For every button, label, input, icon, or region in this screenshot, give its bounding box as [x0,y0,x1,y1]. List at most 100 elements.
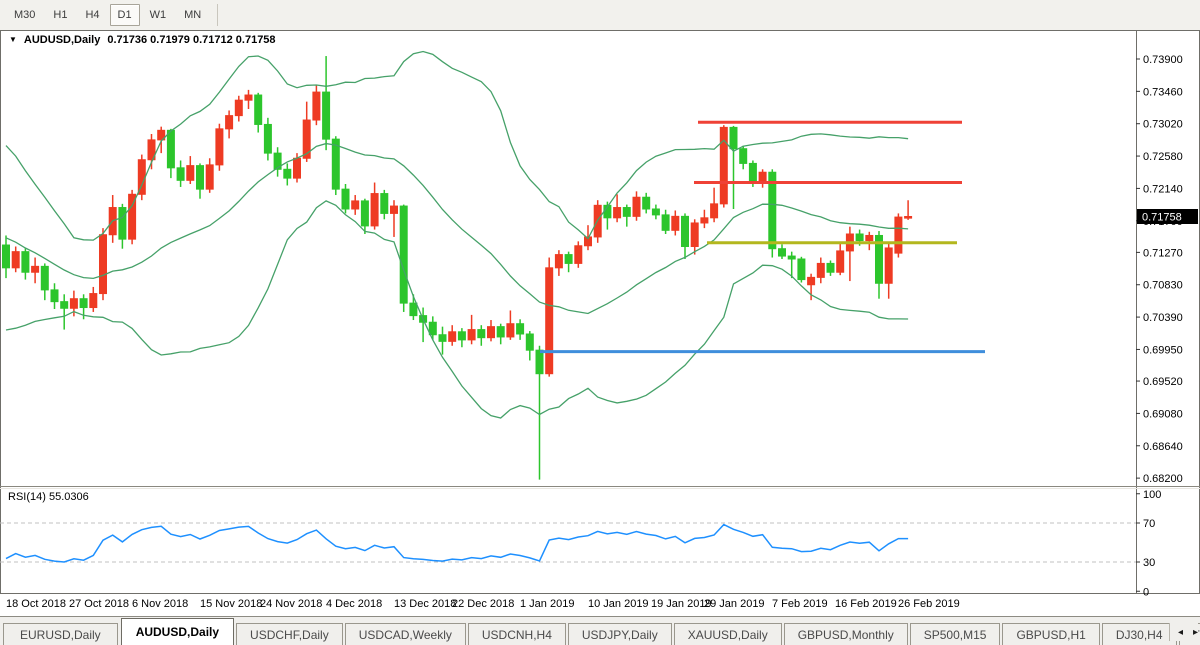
chart-tab-gbpusd-monthly[interactable]: GBPUSD,Monthly [797,627,894,642]
candle [816,257,825,284]
candle [263,117,272,161]
candle [671,210,680,236]
timeframe-button-mn[interactable]: MN [184,9,202,21]
candle [60,294,69,330]
candle [710,187,719,223]
date-axis-label: 13 Dec 2018 [394,598,456,610]
candle [729,125,738,209]
timeframe-toolbar: M30 H1 H4 D1 W1 MN [0,0,1200,30]
candle [234,95,243,122]
chart-background [0,30,1200,616]
candle [554,250,563,276]
price-axis-label: 0.70830 [1143,280,1183,292]
candle [157,126,166,154]
toolbar-separator [217,4,219,26]
candle [613,194,622,223]
candle [428,316,437,340]
candle [506,310,515,340]
candle [787,251,796,279]
rsi-axis-label: 30 [1143,557,1155,569]
candle [904,200,913,220]
bollinger-middle-band [5,142,909,315]
price-chart-plot[interactable]: 0.73900 0.73460 0.73020 0.72580 0.72140 0.717… [0,30,1200,616]
candle [351,195,360,215]
rsi-axis-label: 70 [1143,518,1155,530]
candle [700,209,709,229]
chart-tab-usdchf-daily[interactable]: USDCHF,Daily [250,627,329,642]
candle [176,160,185,187]
candle [31,257,40,284]
date-axis-label: 7 Feb 2019 [772,598,828,610]
tab-scroll-right-button[interactable]: ▸ [1192,626,1198,638]
candle [21,247,30,280]
rsi-line [5,523,909,563]
chart-tab-sp500-m15[interactable]: SP500,M15 [923,627,987,642]
price-axis-label: 0.69520 [1143,376,1183,388]
candle [118,203,127,249]
candle [11,246,20,273]
date-axis-label: 22 Dec 2018 [452,598,514,610]
candle [690,219,699,255]
chart-tab-bar: EURUSD,Daily AUDUSD,Daily USDCHF,Daily USDC… [0,616,1200,645]
date-axis-label: 15 Nov 2018 [200,598,262,610]
candle [884,242,893,299]
chart-tab-audusd-daily[interactable]: AUDUSD,Daily [120,618,235,645]
date-axis-label: 29 Jan 2019 [704,598,765,610]
candle [496,323,505,345]
timeframe-button-w1[interactable]: W1 [149,9,167,21]
timeframe-button-m30[interactable]: M30 [14,9,36,21]
chart-ohlc-values: 0.71736 0.71979 0.71712 0.71758 [107,34,276,46]
chart-tab-eurusd-daily[interactable]: EURUSD,Daily [3,623,118,645]
timeframe-button-d1[interactable]: D1 [109,4,140,26]
candle [390,200,398,237]
price-axis-label: 0.73900 [1143,54,1183,66]
date-axis-label: 16 Feb 2019 [835,598,897,610]
chart-tab-usdjpy-daily[interactable]: USDJPY,Daily [581,627,658,642]
candle [89,286,98,312]
candle [40,263,49,301]
timeframe-button-h4[interactable]: H4 [85,9,100,21]
candle [322,56,331,151]
candle [574,241,583,268]
date-axis-label: 26 Feb 2019 [898,598,960,610]
candle [593,200,602,243]
candle [302,101,311,162]
candle [448,325,457,346]
date-axis-label: 1 Jan 2019 [520,598,574,610]
current-price-value: 0.71758 [1142,211,1182,223]
price-axis-label: 0.73460 [1143,86,1183,98]
candle [137,154,146,201]
chart-tab-usdcnh-h4[interactable]: USDCNH,H4 [481,627,552,642]
candle [273,147,282,177]
chart-tab-xauusd-daily[interactable]: XAUUSD,Daily [687,627,768,642]
candle [312,84,321,126]
rsi-indicator-label: RSI(14) 55.0306 [8,491,89,503]
candle [360,198,369,234]
price-axis-label: 0.69950 [1143,344,1183,356]
chart-title: ▼ AUDUSD,Daily 0.71736 0.71979 0.71712 0… [9,34,276,46]
date-axis-label: 4 Dec 2018 [326,598,382,610]
candle [525,331,534,361]
chart-tab-usdcad-weekly[interactable]: USDCAD,Weekly [358,627,452,642]
price-axis-label: 0.70390 [1143,312,1183,324]
symbol-dropdown-icon[interactable]: ▼ [9,34,17,44]
chart-tab-dj30-h4[interactable]: DJ30,H4 [1115,627,1163,642]
candle [283,163,292,186]
tab-scroll-left-button[interactable]: ◂ [1177,626,1183,638]
rsi-value: 55.0306 [48,491,89,503]
candle [467,314,476,345]
candle [661,209,670,234]
candle [50,283,59,309]
chart-tab-gbpusd-h1[interactable]: GBPUSD,H1 [1016,627,1086,642]
candle [826,260,835,276]
date-axis-label: 6 Nov 2018 [132,598,188,610]
candle [254,92,263,133]
date-axis-label: 24 Nov 2018 [260,598,322,610]
candle [797,256,806,283]
price-axis-label: 0.73020 [1143,119,1183,131]
timeframe-button-h1[interactable]: H1 [53,9,68,21]
candle [341,183,350,214]
price-axis-label: 0.72580 [1143,151,1183,163]
rsi-axis-label: 100 [1143,489,1161,501]
price-axis-label: 0.72140 [1143,183,1183,195]
